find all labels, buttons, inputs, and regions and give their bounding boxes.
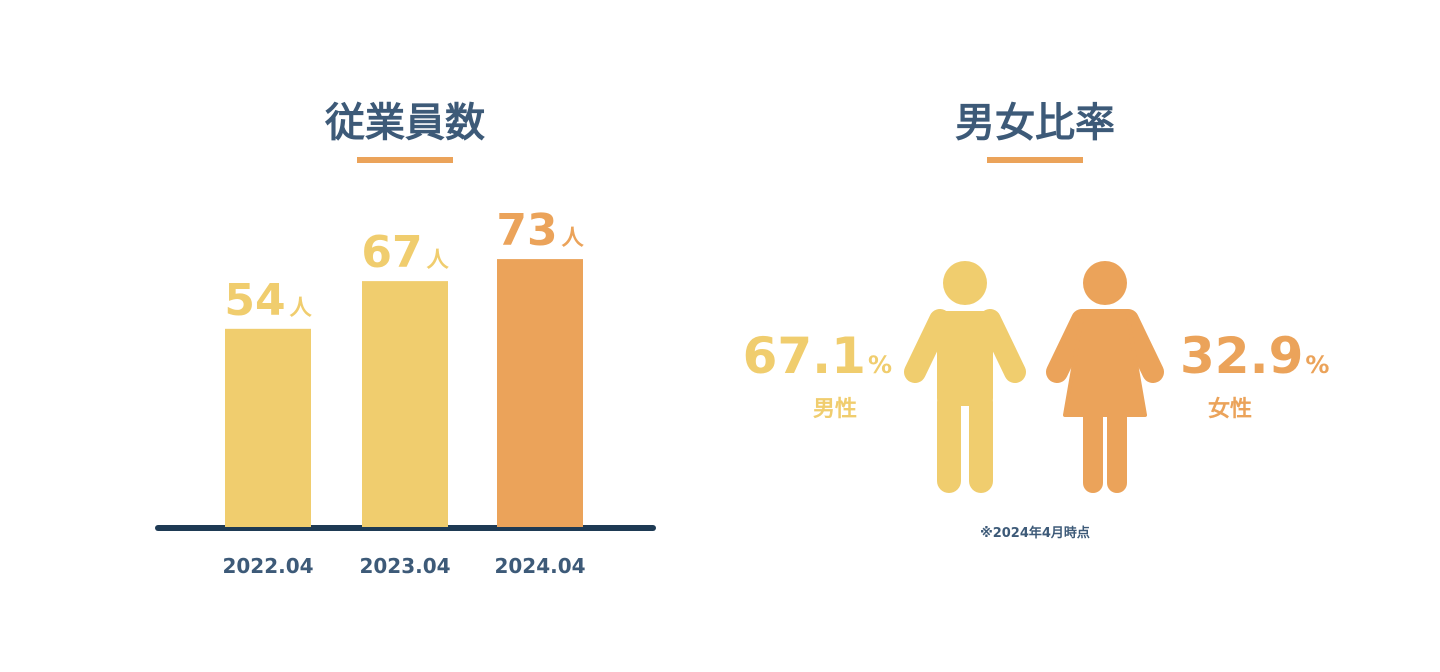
ratio-value: 67.1% [743,327,892,385]
person-leg [1083,405,1103,493]
person-head [1083,261,1127,305]
person-head [943,261,987,305]
ratio-number: 32.9 [1180,327,1303,385]
chart-title: 男女比率 [955,100,1115,146]
x-tick-label: 2023.04 [359,554,450,578]
value-number: 54 [224,275,285,326]
ratio-label: 女性 [1208,396,1252,422]
value-number: 67 [361,227,422,278]
title-underline [357,157,453,163]
bar [497,259,583,527]
person-arm [1046,309,1093,383]
ratio-unit: % [868,351,892,379]
value-label: 54 人 [224,275,312,326]
person-leg [937,390,961,493]
ratio-number: 67.1 [743,327,866,385]
note: ※2024年4月時点 [980,525,1090,541]
value-unit: 人 [426,248,450,273]
ratio-label: 男性 [813,397,857,422]
value-number: 73 [496,205,557,256]
person-torso [937,311,993,406]
bar [362,281,448,527]
value-unit: 人 [561,226,585,251]
person-leg [1107,405,1127,493]
person-arm [979,309,1026,383]
person-dress [1063,309,1147,417]
ratio-unit: % [1305,351,1329,379]
x-tick-label: 2022.04 [222,554,313,578]
value-label: 67 人 [361,227,449,278]
bar [225,328,311,527]
person-arm [1117,309,1164,383]
value-label: 73 人 [496,205,584,256]
x-tick-label: 2024.04 [494,554,585,578]
person-arm [904,309,951,383]
ratio-value: 32.9% [1180,327,1329,385]
title-underline [987,157,1083,163]
person-leg [969,390,993,493]
value-unit: 人 [289,296,313,321]
chart-title: 従業員数 [324,100,485,146]
